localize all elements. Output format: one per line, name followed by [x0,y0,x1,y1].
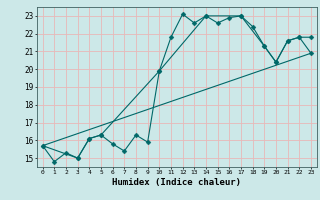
X-axis label: Humidex (Indice chaleur): Humidex (Indice chaleur) [112,178,241,187]
